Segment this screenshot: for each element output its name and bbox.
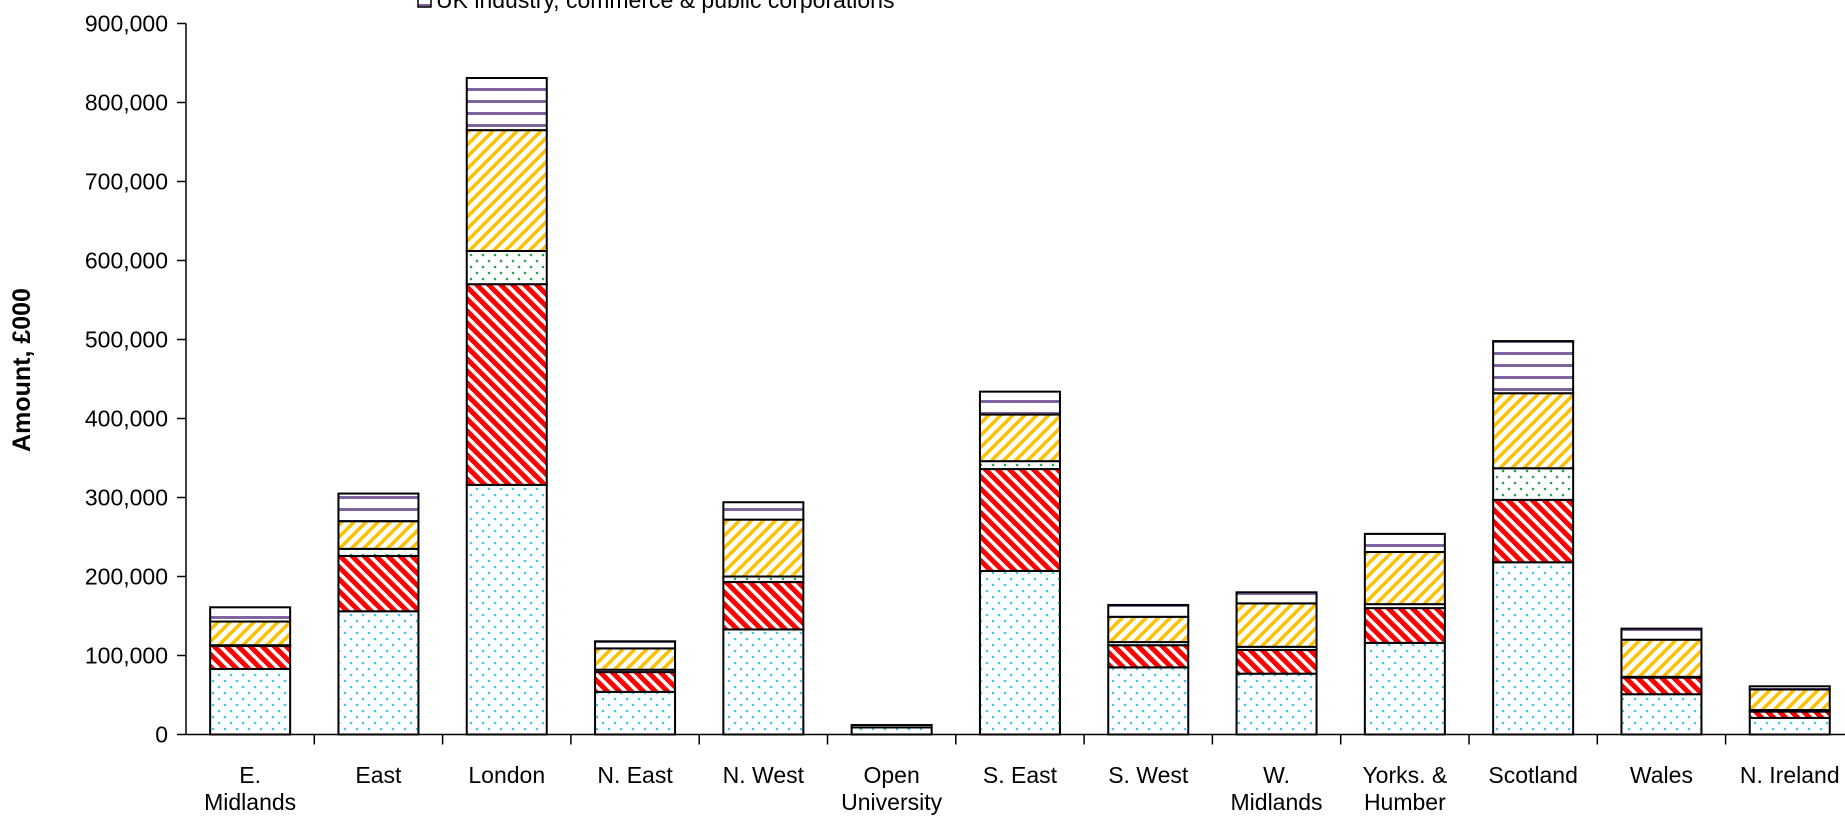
bar-segment xyxy=(1107,615,1190,644)
bar-segment xyxy=(722,518,805,578)
bar-segment xyxy=(1748,716,1831,736)
y-tick-label: 700,000 xyxy=(85,169,168,195)
bar-segment xyxy=(594,671,677,693)
bar-segment xyxy=(465,77,548,132)
x-tick-label: Scotland xyxy=(1488,761,1578,788)
bar-segment xyxy=(337,547,420,557)
bar-segment xyxy=(1235,672,1318,736)
y-tick-label: 600,000 xyxy=(85,248,168,274)
x-tick-label: E. Midlands xyxy=(204,761,297,815)
x-tick-label: London xyxy=(468,761,546,788)
bar-segment xyxy=(209,667,292,736)
x-tick-label: W. Midlands xyxy=(1230,761,1323,815)
bar-segment xyxy=(1235,602,1318,648)
x-tick-label: S. West xyxy=(1108,761,1189,788)
y-tick-label: 100,000 xyxy=(85,643,168,669)
bar-segment xyxy=(1107,666,1190,736)
bar-segment xyxy=(1492,392,1575,470)
x-tick-label: N. West xyxy=(722,761,805,788)
bar-segment xyxy=(1620,638,1703,678)
bar-segment xyxy=(337,520,420,550)
legend-label: UK industry, commerce & public corporati… xyxy=(436,0,894,13)
bar-segment xyxy=(978,460,1061,471)
x-tick-label: N. East xyxy=(597,761,673,788)
bar-segment xyxy=(1492,467,1575,501)
y-tick-label: 0 xyxy=(155,722,168,748)
x-tick-label: Yorks. & Humber xyxy=(1362,761,1448,815)
bar-segment xyxy=(1235,648,1318,675)
x-tick-label: S. East xyxy=(982,761,1058,788)
bar-segment xyxy=(465,283,548,486)
y-tick-label: 200,000 xyxy=(85,564,168,590)
bar-segment xyxy=(594,647,677,671)
bar-segment xyxy=(465,483,548,736)
bar-segment xyxy=(722,581,805,631)
bar-segment xyxy=(1363,532,1446,554)
bar-segment xyxy=(978,390,1061,416)
bar-segment xyxy=(1620,676,1703,696)
bar-segment xyxy=(209,620,292,647)
bar-segment xyxy=(1363,607,1446,644)
x-tick-label: Wales xyxy=(1629,761,1693,788)
bar-segment xyxy=(465,129,548,253)
y-axis-label: Amount, £000 xyxy=(8,288,36,452)
bar-segment xyxy=(978,413,1061,463)
bar-segment xyxy=(1620,693,1703,736)
bar-segment xyxy=(722,628,805,736)
bar-segment xyxy=(1492,498,1575,564)
y-tick-label: 900,000 xyxy=(85,11,168,37)
y-tick-label: 500,000 xyxy=(85,327,168,353)
y-tick-label: 800,000 xyxy=(85,90,168,116)
bar-segment xyxy=(209,645,292,670)
bar-segment xyxy=(1363,641,1446,736)
legend-swatch xyxy=(417,0,432,8)
x-tick-label: Open University xyxy=(841,761,943,815)
bar-segment xyxy=(1363,551,1446,606)
y-tick-label: 300,000 xyxy=(85,485,168,511)
bar-segment xyxy=(1748,685,1831,691)
bar-segment xyxy=(1492,561,1575,736)
bar-segment xyxy=(1620,627,1703,641)
bar-segment xyxy=(594,690,677,736)
bar-segment xyxy=(1748,688,1831,712)
bar-segment xyxy=(850,724,933,729)
bar-segment xyxy=(337,610,420,736)
x-tick-label: East xyxy=(355,761,402,788)
bar-segment xyxy=(850,726,933,736)
bar-segment xyxy=(1107,644,1190,669)
bar-segment xyxy=(1492,340,1575,395)
bar-segment xyxy=(1107,603,1190,618)
y-tick-label: 400,000 xyxy=(85,406,168,432)
bar-segment xyxy=(722,501,805,521)
bar-segment xyxy=(209,606,292,623)
bar-segment xyxy=(978,569,1061,736)
x-tick-label: N. Ireland xyxy=(1739,761,1840,788)
bar-segment xyxy=(594,640,677,650)
bar-segment xyxy=(1235,591,1318,605)
bar-segment xyxy=(978,468,1061,572)
bar-segment xyxy=(465,250,548,286)
bar-segment xyxy=(337,554,420,613)
bar-segment xyxy=(337,492,420,523)
